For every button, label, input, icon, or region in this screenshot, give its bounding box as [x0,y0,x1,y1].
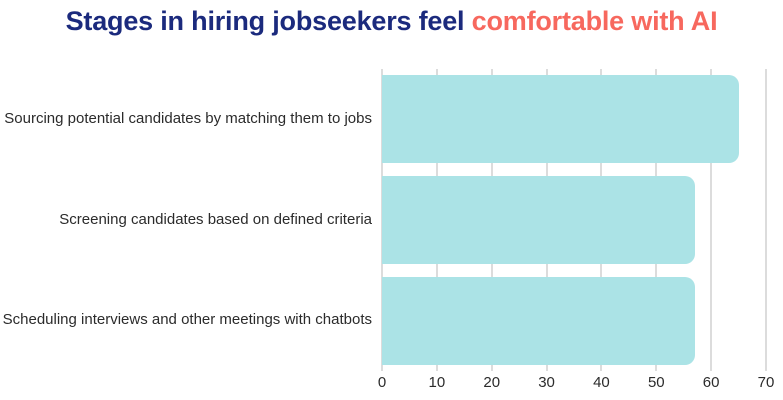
x-tick-label: 40 [593,374,610,391]
x-tick-label: 50 [647,374,665,391]
chart-title-primary: Stages in hiring jobseekers feel [65,6,472,36]
plot-area [381,69,767,371]
bar [382,75,739,164]
x-tick-label: 20 [483,374,501,391]
bar-row [382,69,766,170]
chart-body: Sourcing potential candidates by matchin… [0,69,767,371]
x-tick-label: 0 [377,374,387,391]
category-labels-column: Sourcing potential candidates by matchin… [0,69,382,371]
x-tick-label: 30 [538,374,555,391]
category-label: Sourcing potential candidates by matchin… [4,109,372,127]
bar [382,276,695,365]
x-axis: 0 10 20 30 40 50 60 70 [378,374,775,398]
x-tick-label: 70 [757,374,775,391]
bar [382,176,695,264]
category-label: Screening candidates based on defined cr… [59,210,372,228]
x-tick-label: 10 [428,374,446,391]
bar-row [382,270,766,371]
gridline [710,69,713,371]
bar-row [382,170,766,271]
chart-title-accent: comfortable with AI [471,6,718,36]
chart-title: Stages in hiring jobseekers feel comfort… [0,6,783,37]
category-label: Scheduling interviews and other meetings… [2,311,372,329]
gridline [765,69,767,371]
x-tick-label: 60 [702,374,720,391]
